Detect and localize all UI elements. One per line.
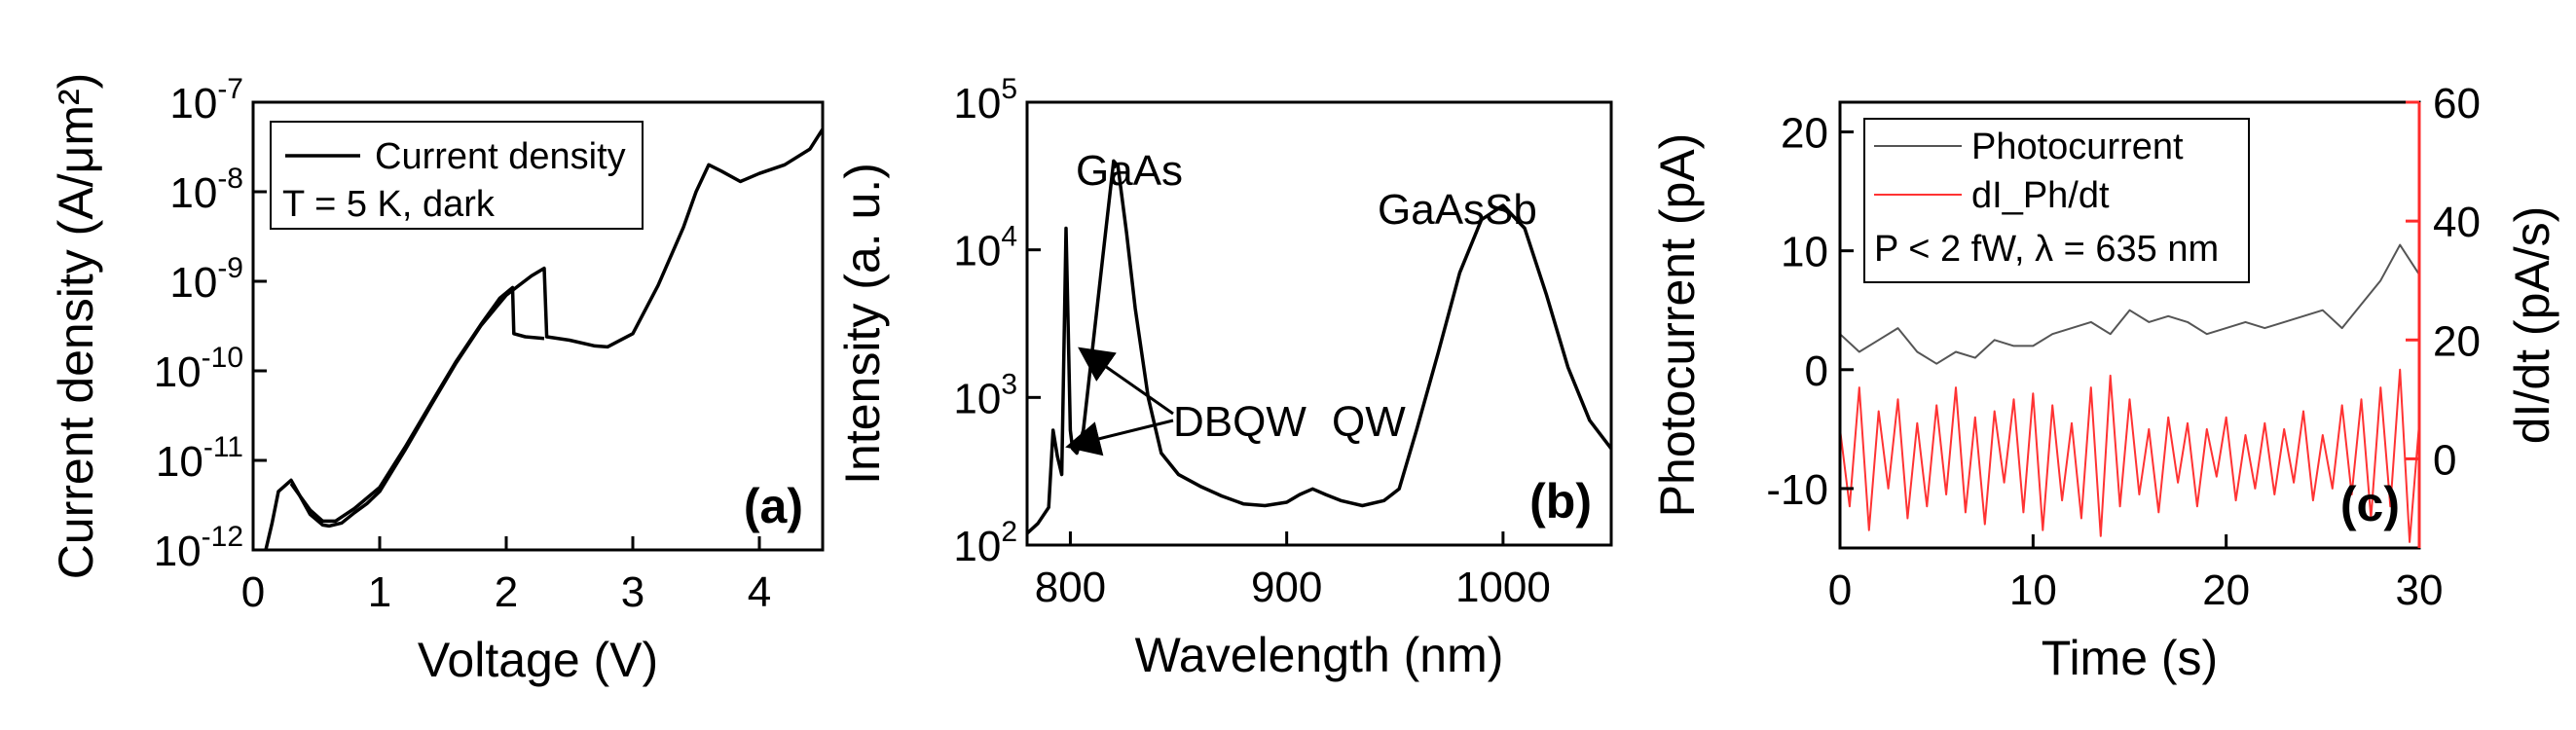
y-tick-label: 10-11 [156,431,243,486]
x-axis-title: Wavelength (nm) [1135,628,1504,682]
legend-item-conditions: P < 2 fW, λ = 635 nm [1874,229,2219,270]
x-tick-label: 3 [621,568,644,616]
panel-label: (c) [2340,477,2400,531]
panel-c: 0 10 20 30 -10 0 10 20 Time (s) (c) Photocurrent (… [1650,80,2559,685]
y-tick-label-exponent: -8 [217,163,243,195]
y-axis-title: Intensity (a. u.) [835,163,890,485]
y-tick-label-exponent: 5 [1001,73,1017,105]
annotation-gaas: GaAs [1076,147,1183,195]
y-tick-label-exponent: -12 [202,521,243,553]
y-tick-label-base: 10 [154,528,202,575]
y-tick-label-base: 10 [154,348,202,396]
y-tick-label-base: 10 [169,169,217,217]
arrow-to-qw-peak [1065,419,1174,456]
x-tick-label: 2 [495,568,518,616]
plot-frame [1025,100,1613,547]
y-tick-label: 102 [953,516,1017,570]
y-tick-label: 10-12 [154,521,243,575]
y-tick-label-base: 10 [169,80,217,128]
series-line-1 [1025,159,1613,535]
x-tick-label: 1 [368,568,391,616]
y2-tick-label: 20 [2433,317,2481,365]
x-tick-label: 30 [2396,566,2444,614]
y-tick-label: 10-8 [169,163,243,217]
x-tick-label: 800 [1035,564,1106,611]
y2-axis-title: dI/dt (pA/s) [2505,206,2559,445]
legend: Photocurrent dI_Ph/dt P < 2 fW, λ = 635 nm [1863,118,2250,283]
panel-label: (a) [744,479,803,533]
legend-item-didt: dI_Ph/dt [1971,175,2110,216]
y-tick-label-exponent: -9 [217,252,243,284]
series-line-2 [1839,368,2420,543]
y2-tick-label: 0 [2433,436,2456,484]
x-tick-label: 4 [748,568,771,616]
y-tick-label-base: 10 [953,228,1001,275]
y-tick-label: 10-7 [169,73,243,128]
x-tick-label: 900 [1251,564,1322,611]
series-line-2 [289,285,545,524]
y-tick-label-exponent: 2 [1001,516,1017,548]
arrow-to-dbqw-peak [1078,347,1174,416]
y2-tick-label: 60 [2433,80,2481,128]
y-tick-label-base: 10 [169,259,217,307]
y-tick-label-base: 10 [156,438,203,486]
legend-box [270,121,644,230]
legend-item-current-density: Current density [375,136,626,177]
y-tick-label-base: 10 [953,80,1001,128]
annotation-gaassb: GaAsSb [1378,186,1537,234]
x-tick-label: 10 [2009,566,2057,614]
y-tick-label-exponent: -7 [217,73,243,105]
y-axis-title: Photocurrent (pA) [1650,133,1705,518]
y-tick-label-exponent: 4 [1001,221,1017,253]
y-tick-label-base: 10 [953,375,1001,422]
y-tick-label: 10-10 [154,342,243,396]
panel-label: (b) [1529,474,1592,529]
annotation-dbqw: DBQW [1173,398,1306,446]
y-tick-label-exponent: -11 [203,431,243,463]
legend-item-photocurrent: Photocurrent [1971,127,2184,167]
y-tick-label-exponent: 3 [1001,368,1017,400]
y-tick-label: 104 [953,221,1017,275]
plot-frame [251,100,825,552]
x-axis-title: Time (s) [2042,631,2218,685]
y-tick-label-base: 10 [953,523,1001,570]
y-tick-label-exponent: -10 [202,342,243,374]
x-tick-label: 20 [2202,566,2250,614]
y-tick-label: -10 [1766,466,1828,514]
y2-tick-label: 40 [2433,199,2481,246]
y-axis-title: Current density (A/μm²) [49,73,103,580]
y-tick-label: 0 [1805,347,1828,395]
series-line-1 [1839,243,2420,365]
legend: Current density T = 5 K, dark [270,121,644,230]
legend-item-conditions: T = 5 K, dark [282,184,496,225]
panel-a: 0 1 2 3 410-1210-1110-1010-910-810-7Voltage … [49,73,825,687]
x-tick-label: 0 [1828,566,1852,614]
y-tick-label: 103 [953,368,1017,422]
series-line-1 [264,128,825,551]
x-tick-label: 0 [241,568,265,616]
annotation-qw: QW [1332,398,1406,446]
x-axis-title: Voltage (V) [418,633,658,687]
y-tick-label: 10-9 [169,252,243,307]
y-tick-label: 20 [1781,110,1828,158]
x-tick-label: 1000 [1455,564,1551,611]
y-tick-label: 105 [953,73,1017,128]
y-tick-label: 10 [1781,229,1828,276]
